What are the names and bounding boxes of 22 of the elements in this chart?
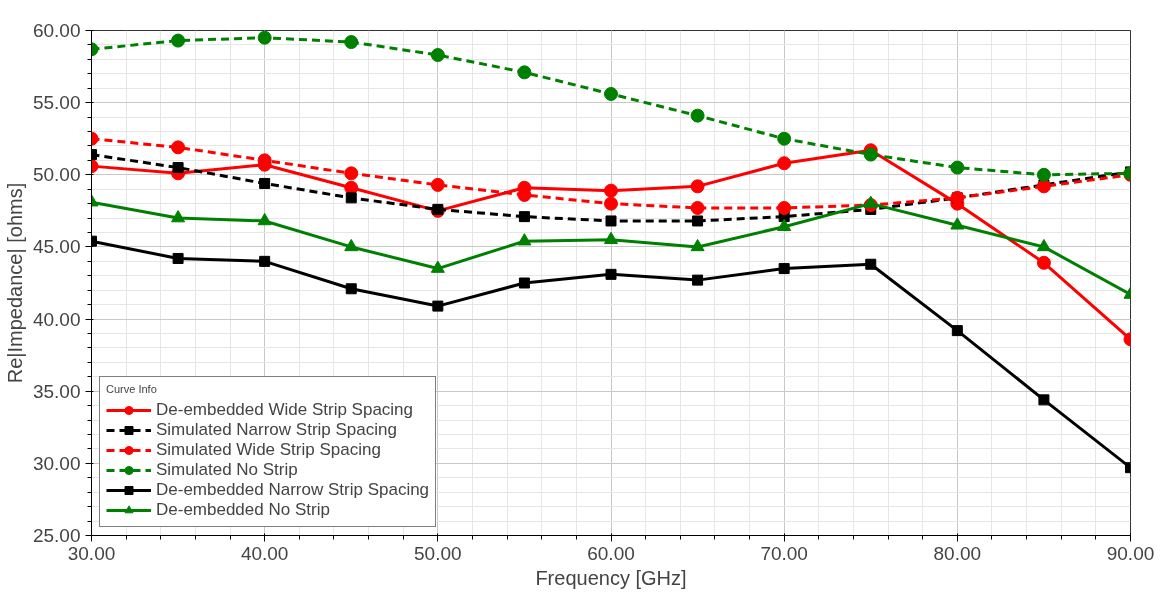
- y-tick-label: 50.00: [32, 164, 81, 186]
- x-tick-label: 90.00: [1106, 542, 1155, 564]
- x-tick-label: 60.00: [587, 542, 635, 564]
- y-tick-label: 45.00: [32, 236, 81, 258]
- legend-title: Curve Info: [106, 383, 158, 395]
- x-tick-label: 40.00: [240, 542, 289, 564]
- x-tick-label: 50.00: [414, 542, 462, 564]
- legend-label: De-embedded Narrow Strip Spacing: [156, 480, 430, 500]
- x-tick-label: 80.00: [933, 542, 982, 564]
- x-axis-title: Frequency [GHz]: [535, 566, 687, 589]
- legend-label: Simulated Wide Strip Spacing: [156, 440, 381, 460]
- y-tick-label: 60.00: [32, 20, 81, 41]
- x-tick-label: 70.00: [760, 542, 808, 564]
- y-axis-title: Re|Impedance| [ohms]: [3, 182, 26, 384]
- y-tick-label: 40.00: [32, 308, 81, 330]
- y-tick-label: 55.00: [32, 92, 81, 114]
- legend-label: De-embedded Wide Strip Spacing: [156, 400, 414, 420]
- legend-label: Simulated No Strip: [156, 460, 298, 480]
- y-tick-label: 30.00: [32, 452, 81, 474]
- y-tick-label: 35.00: [32, 380, 81, 402]
- legend-label: De-embedded No Strip: [156, 500, 330, 520]
- legend-label: Simulated Narrow Strip Spacing: [156, 420, 397, 440]
